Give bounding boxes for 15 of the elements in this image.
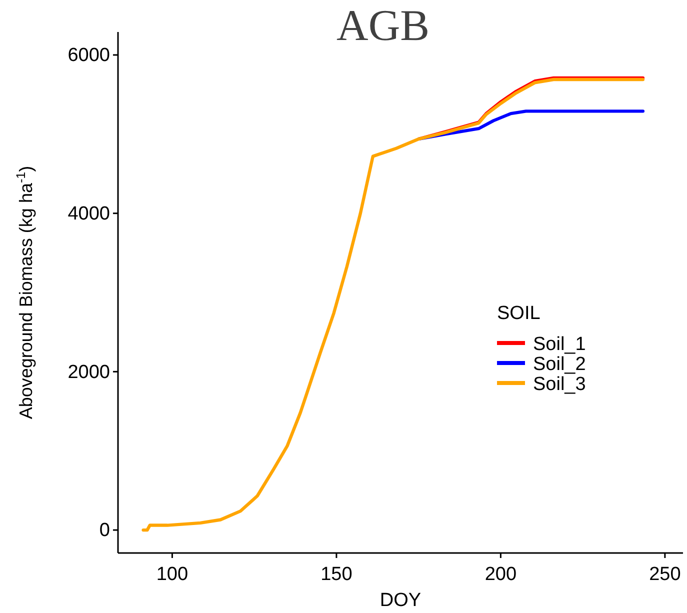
legend-label: Soil_2 bbox=[533, 354, 586, 375]
y-tick-label: 6000 bbox=[68, 45, 110, 66]
legend-title: SOIL bbox=[497, 303, 540, 324]
x-tick-label: 150 bbox=[320, 564, 352, 585]
y-tick-label: 0 bbox=[99, 520, 110, 542]
chart-title: AGB bbox=[336, 1, 430, 50]
legend-label: Soil_1 bbox=[533, 334, 586, 355]
y-tick-label: 2000 bbox=[68, 362, 110, 383]
x-tick-label: 100 bbox=[156, 564, 188, 585]
x-tick-label: 250 bbox=[649, 564, 681, 585]
x-tick-label: 200 bbox=[484, 564, 517, 585]
legend-label: Soil_3 bbox=[533, 374, 586, 395]
y-tick-label: 4000 bbox=[68, 203, 110, 224]
line-series bbox=[142, 78, 645, 532]
x-axis-title: DOY bbox=[380, 590, 422, 611]
